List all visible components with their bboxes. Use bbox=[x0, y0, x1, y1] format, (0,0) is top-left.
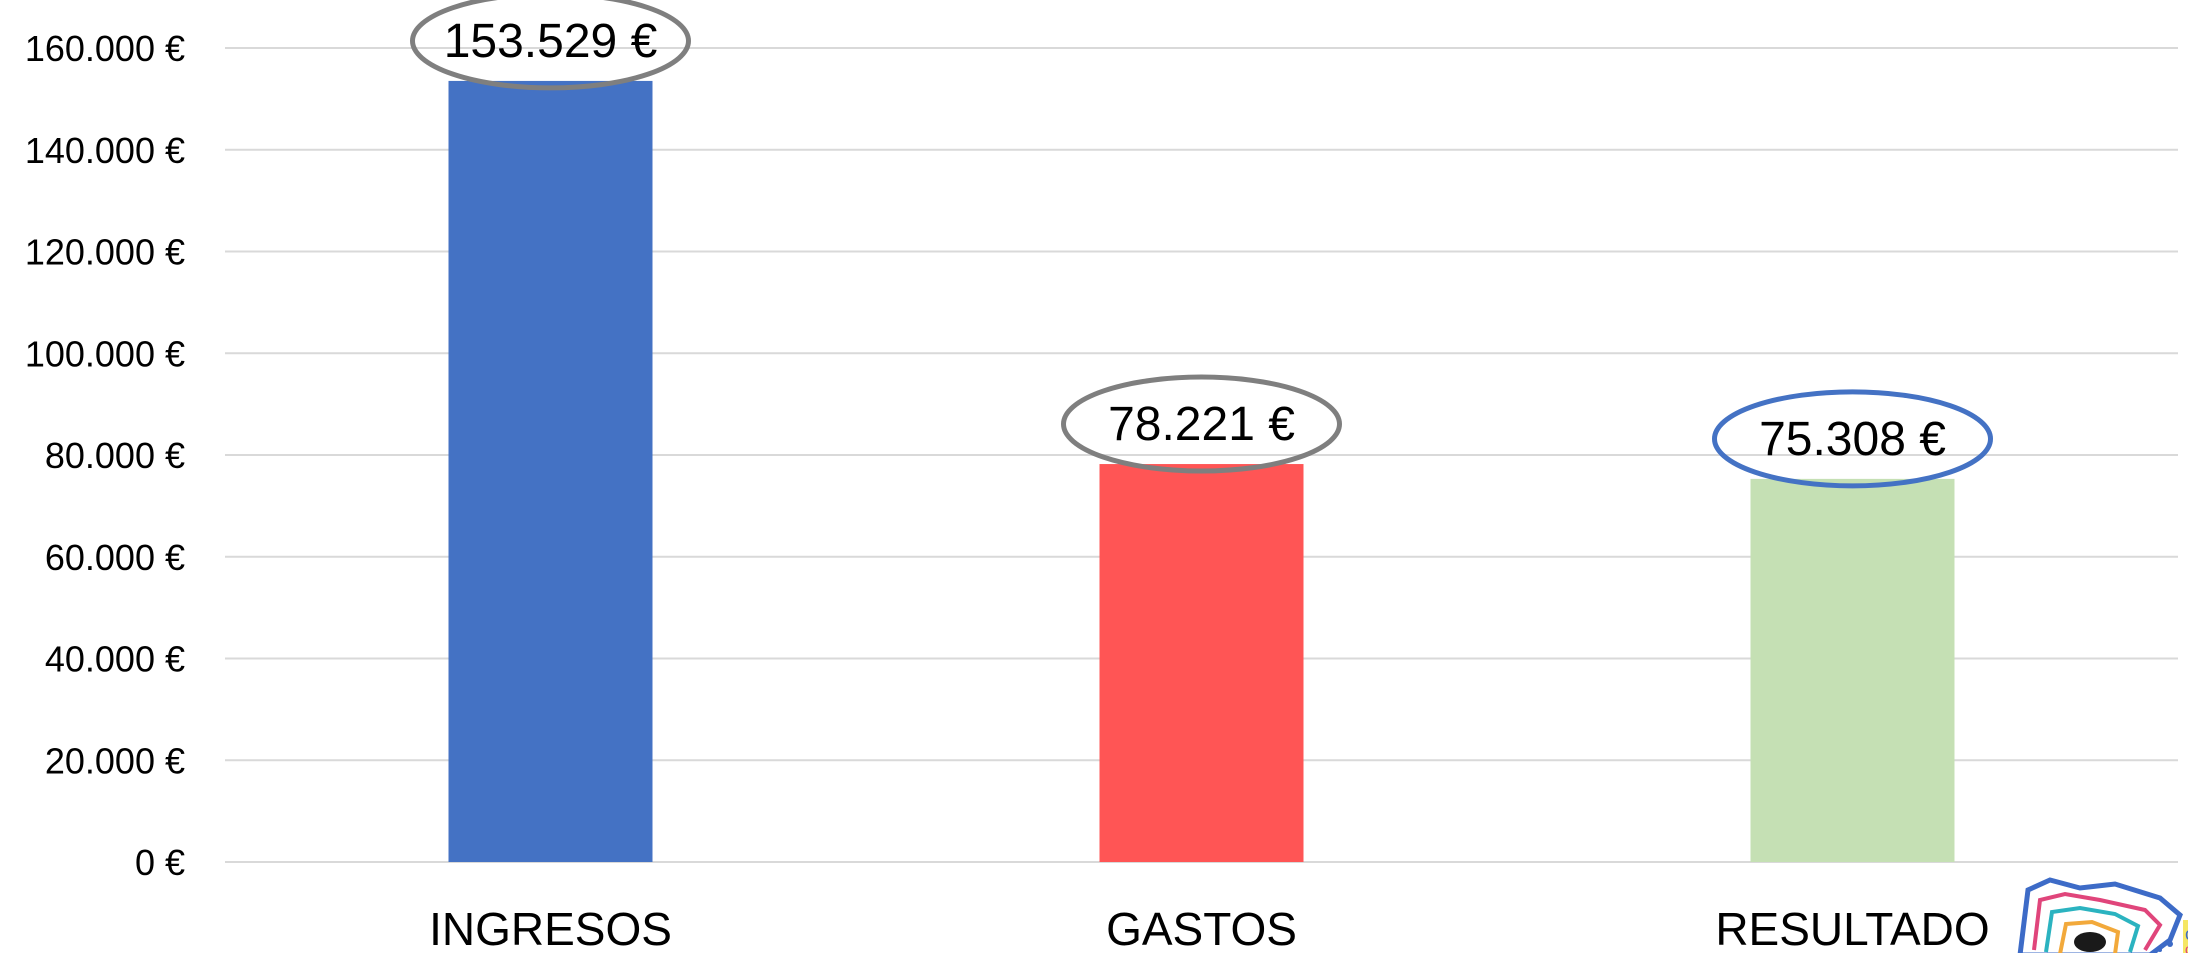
data-label-outline bbox=[1061, 374, 1342, 474]
x-category-label: RESULTADO bbox=[1715, 903, 1989, 953]
data-label: 75.308 € bbox=[1759, 413, 1946, 466]
y-axis: 0 € 20.000 € 40.000 € 60.000 € 80.000 € 100.0… bbox=[25, 28, 185, 883]
y-tick-label: 120.000 € bbox=[25, 232, 185, 273]
data-label: 153.529 € bbox=[444, 15, 658, 68]
data-label: 78.221 € bbox=[1108, 398, 1295, 451]
y-tick-label: 160.000 € bbox=[25, 28, 185, 69]
y-tick-label: 0 € bbox=[135, 842, 185, 883]
x-category-label: GASTOS bbox=[1106, 903, 1297, 953]
x-category-label: INGRESOS bbox=[429, 903, 672, 953]
data-label-outline bbox=[1712, 389, 1993, 489]
bar-gastos bbox=[1099, 464, 1304, 862]
svg-text:c: c bbox=[2185, 924, 2188, 944]
bars bbox=[448, 80, 1955, 863]
y-tick-label: 20.000 € bbox=[45, 740, 185, 781]
x-axis: INGRESOS GASTOS RESULTADO bbox=[429, 903, 1990, 953]
y-tick-label: 140.000 € bbox=[25, 130, 185, 171]
data-label-outline bbox=[410, 0, 691, 91]
bar-resultado bbox=[1750, 478, 1955, 862]
data-labels: 153.529 € 78.221 € 75.308 € bbox=[410, 0, 1993, 489]
y-tick-label: 40.000 € bbox=[45, 639, 185, 680]
y-tick-label: 60.000 € bbox=[45, 537, 185, 578]
bar-ingresos bbox=[448, 80, 653, 863]
striped-logo-icon: c d bbox=[2017, 877, 2188, 953]
y-tick-label: 100.000 € bbox=[25, 333, 185, 374]
svg-text:d: d bbox=[2185, 941, 2188, 953]
y-tick-label: 80.000 € bbox=[45, 435, 185, 476]
